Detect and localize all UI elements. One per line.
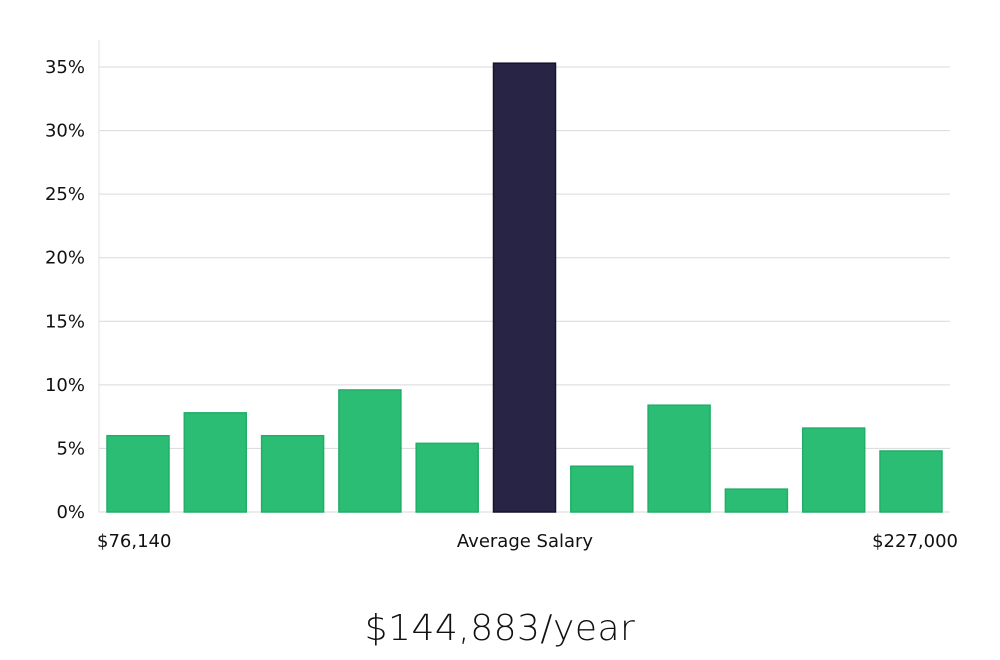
y-tick-label: 25% xyxy=(45,184,85,205)
x-center-label: Average Salary xyxy=(457,531,594,552)
salary-bar xyxy=(338,389,402,513)
salary-bar xyxy=(260,434,325,513)
y-tick-label: 20% xyxy=(45,248,85,269)
salary-bar xyxy=(183,412,248,513)
salary-bar xyxy=(879,450,943,513)
salary-bar xyxy=(106,434,170,513)
y-tick-label: 5% xyxy=(56,438,85,459)
x-max-label: $227,000 xyxy=(872,531,958,552)
salary-bar xyxy=(647,404,711,513)
salary-bar xyxy=(415,442,479,513)
salary-distribution-chart: 0% 5% 10% 15% 20% 25% 30% 35% $76,140 Average S… xyxy=(45,40,958,552)
y-tick-label: 10% xyxy=(45,375,85,396)
average-salary-bar xyxy=(492,62,557,513)
y-tick-label: 15% xyxy=(45,311,85,332)
salary-bar xyxy=(570,465,634,513)
salary-bar xyxy=(724,488,789,513)
y-axis-ticks: 0% 5% 10% 15% 20% 25% 30% 35% xyxy=(45,57,85,523)
bars xyxy=(106,62,943,513)
average-salary-value: $144,883/year xyxy=(364,608,636,649)
y-tick-label: 35% xyxy=(45,57,85,78)
salary-bar xyxy=(801,427,866,513)
x-min-label: $76,140 xyxy=(97,531,171,552)
y-tick-label: 30% xyxy=(45,121,85,142)
y-tick-label: 0% xyxy=(56,502,85,523)
